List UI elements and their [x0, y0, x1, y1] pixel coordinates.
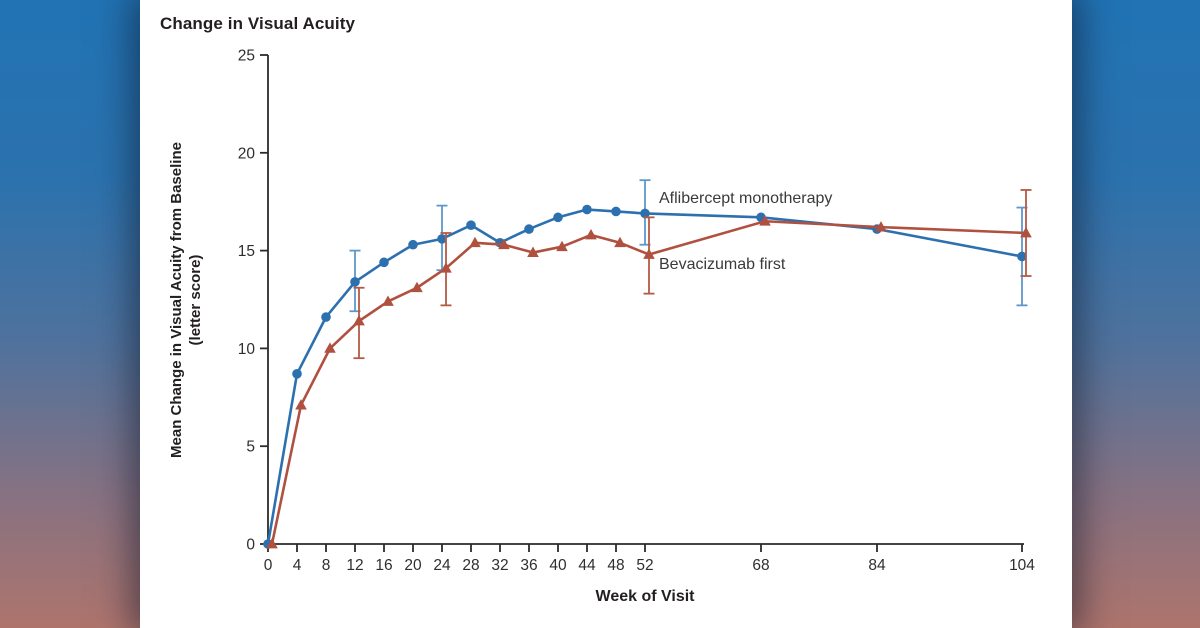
data-point-circle: [611, 206, 621, 217]
data-point-triangle: [295, 399, 307, 410]
svg-text:0: 0: [246, 537, 255, 554]
axes: [267, 55, 1024, 545]
data-point-circle: [640, 208, 650, 219]
data-point-triangle: [585, 228, 597, 240]
svg-text:36: 36: [520, 557, 537, 574]
svg-text:20: 20: [238, 145, 256, 162]
series-label-aflibercept: Aflibercept monotherapy: [659, 190, 833, 207]
svg-text:20: 20: [404, 557, 422, 574]
svg-text:4: 4: [293, 557, 302, 574]
data-point-triangle: [324, 342, 336, 353]
svg-text:48: 48: [607, 557, 624, 574]
data-point-circle: [350, 277, 360, 287]
svg-text:25: 25: [238, 48, 255, 65]
data-point-triangle: [411, 281, 423, 293]
data-point-circle: [292, 369, 302, 379]
data-point-circle: [582, 204, 592, 215]
svg-text:0: 0: [264, 557, 273, 574]
svg-text:12: 12: [346, 557, 363, 574]
data-point-circle: [524, 224, 534, 234]
chart-title: Change in Visual Acuity: [160, 14, 356, 33]
svg-text:44: 44: [578, 557, 596, 574]
svg-text:68: 68: [752, 557, 769, 574]
series-aflibercept-monotherapy: [263, 179, 1028, 549]
svg-text:16: 16: [375, 557, 392, 574]
data-point-triangle: [382, 295, 394, 306]
data-point-triangle: [1020, 226, 1032, 238]
svg-text:104: 104: [1009, 557, 1035, 574]
data-point-circle: [437, 234, 447, 244]
data-point-circle: [408, 239, 418, 250]
data-point-triangle: [875, 221, 887, 232]
data-point-circle: [321, 312, 331, 322]
x-axis-ticks: 0 4 8 12 16 20 24 28 32 36 40 44 48 52 68 84 104: [264, 544, 1035, 574]
data-point-triangle: [440, 262, 452, 273]
svg-text:5: 5: [246, 439, 255, 456]
data-point-circle: [379, 257, 389, 268]
svg-text:84: 84: [868, 557, 886, 574]
svg-text:32: 32: [491, 557, 508, 574]
data-point-triangle: [556, 240, 568, 252]
data-point-triangle: [759, 215, 771, 226]
svg-text:24: 24: [433, 557, 451, 574]
data-point-circle: [553, 212, 563, 223]
series-bevacizumab-first: [266, 189, 1032, 549]
svg-text:15: 15: [238, 243, 255, 260]
series-label-bevacizumab: Bevacizumab first: [659, 256, 786, 273]
data-point-triangle: [614, 236, 626, 248]
svg-text:52: 52: [636, 557, 653, 574]
data-point-triangle: [266, 538, 278, 549]
data-point-triangle: [498, 238, 510, 250]
data-point-triangle: [469, 236, 481, 248]
svg-text:8: 8: [322, 557, 331, 574]
x-axis-label: Week of Visit: [595, 588, 695, 605]
data-point-triangle: [527, 246, 539, 257]
svg-text:40: 40: [549, 557, 567, 574]
data-point-circle: [1017, 251, 1027, 262]
figure-card: Change in Visual Acuity Mean Change in V…: [140, 0, 1072, 628]
data-point-triangle: [643, 248, 655, 259]
data-point-triangle: [353, 315, 365, 326]
svg-text:10: 10: [238, 341, 256, 358]
y-axis-ticks: 0 5 10 15 20 25: [238, 48, 268, 554]
data-point-circle: [466, 220, 476, 230]
svg-text:28: 28: [462, 557, 479, 574]
